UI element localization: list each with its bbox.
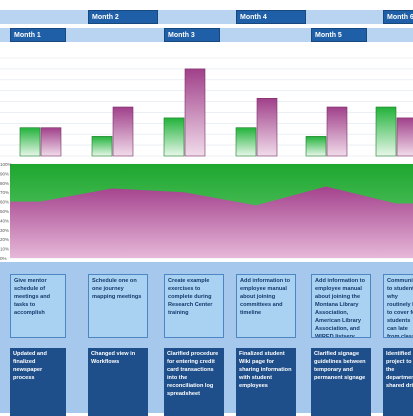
y-tick-label: 40%	[0, 218, 9, 223]
bar-magenta-1	[41, 128, 61, 156]
bar-magenta-5	[327, 107, 347, 156]
plan-card: Create example exercises to complete dur…	[164, 274, 224, 338]
bar-magenta-3	[185, 69, 205, 156]
y-tick-label: 30%	[0, 228, 9, 233]
done-card: Updated and finalized newspaper process	[10, 348, 66, 416]
month-2-label: Month 2	[88, 10, 158, 24]
month-6-label: Month 6	[383, 10, 413, 24]
bar-green-2	[92, 136, 112, 156]
y-tick-label: 0%	[0, 256, 7, 261]
y-tick-label: 70%	[0, 190, 9, 195]
bar-magenta-6	[397, 118, 413, 156]
timeline-band-top	[0, 10, 413, 24]
bar-chart-grid	[0, 58, 413, 156]
plan-card: Communicate to students why routinely be…	[383, 274, 413, 338]
done-card: Finalized student Wiki page for sharing …	[236, 348, 296, 416]
month-4-label: Month 4	[236, 10, 306, 24]
y-tick-label: 20%	[0, 237, 9, 242]
bar-magenta-4	[257, 98, 277, 156]
y-tick-label: 100%	[0, 162, 12, 167]
y-tick-label: 80%	[0, 181, 9, 186]
area-magenta	[10, 187, 413, 258]
month-5-label: Month 5	[311, 28, 367, 42]
y-tick-label: 50%	[0, 209, 9, 214]
plan-card: Schedule one on one journey mapping meet…	[88, 274, 148, 338]
done-card: Changed view in Workflows	[88, 348, 148, 416]
charts: 0% 10% 20% 30% 40% 50% 60% 70% 80% 90% 100%	[0, 50, 413, 262]
bar-magenta-2	[113, 107, 133, 156]
y-tick-label: 10%	[0, 247, 9, 252]
month-3-label: Month 3	[164, 28, 220, 42]
bar-green-4	[236, 128, 256, 156]
done-card: Clarified procedure for entering credit …	[164, 348, 224, 416]
bar-green-6	[376, 107, 396, 156]
done-card: Identified project to the department sha…	[383, 348, 413, 416]
bar-green-3	[164, 118, 184, 156]
y-tick-label: 90%	[0, 171, 9, 176]
y-tick-label: 60%	[0, 200, 9, 205]
month-1-label: Month 1	[10, 28, 66, 42]
journey-cards: Give mentor schedule of meetings and tas…	[0, 262, 413, 413]
plan-card: Add information to employee manual about…	[236, 274, 296, 338]
area-chart-y-ticks: 0% 10% 20% 30% 40% 50% 60% 70% 80% 90% 100%	[0, 162, 12, 261]
bar-green-1	[20, 128, 40, 156]
plan-card: Add information to employee manual about…	[311, 274, 371, 338]
done-card: Clarified signage guidelines between tem…	[311, 348, 371, 416]
area-chart	[10, 164, 413, 258]
plan-card: Give mentor schedule of meetings and tas…	[10, 274, 66, 338]
bar-green-5	[306, 136, 326, 156]
